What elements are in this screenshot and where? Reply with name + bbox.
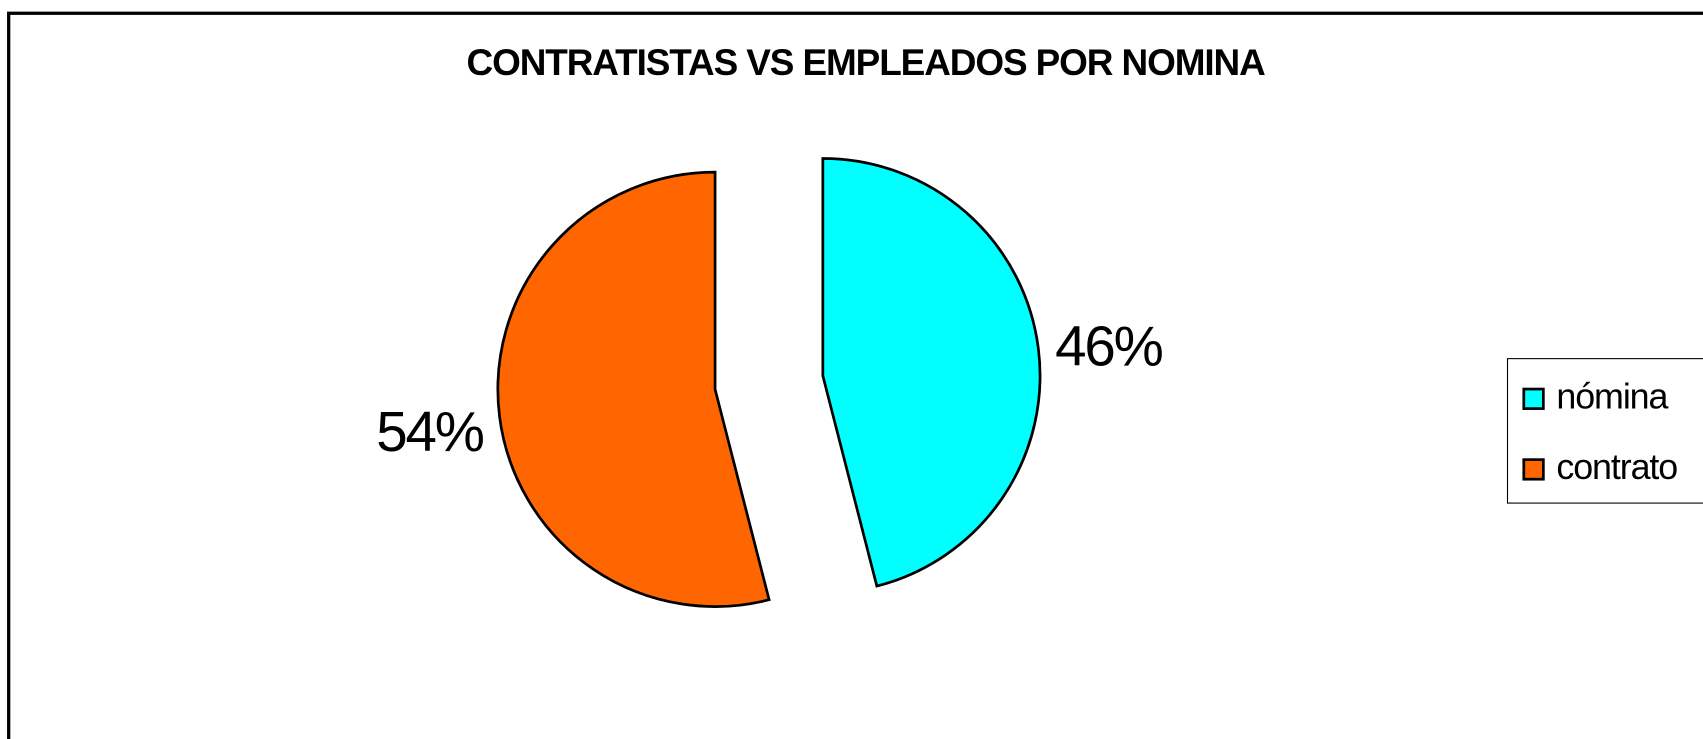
legend-swatch [1522, 387, 1545, 410]
legend-label: nómina [1556, 376, 1668, 416]
pie-slice [821, 157, 1042, 588]
data-label: 54% [376, 400, 483, 463]
pie-slice [496, 170, 771, 608]
data-label: 46% [1055, 314, 1162, 377]
chart-title: CONTRATISTAS VS EMPLEADOS POR NOMINA [467, 42, 1266, 83]
legend-label: contrato [1556, 447, 1677, 487]
legend-swatch [1522, 458, 1545, 481]
